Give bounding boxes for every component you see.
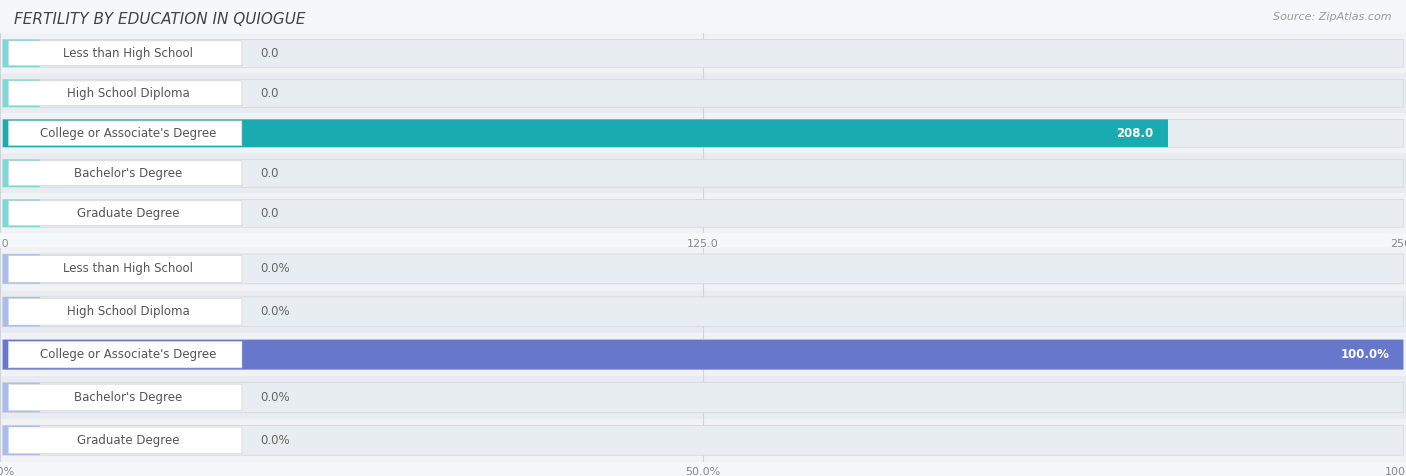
Text: Less than High School: Less than High School — [63, 47, 193, 60]
FancyBboxPatch shape — [8, 41, 242, 66]
FancyBboxPatch shape — [8, 384, 242, 411]
Text: 100.0%: 100.0% — [1340, 348, 1389, 361]
FancyBboxPatch shape — [8, 81, 242, 106]
Text: 0.0: 0.0 — [260, 207, 278, 220]
Text: College or Associate's Degree: College or Associate's Degree — [39, 127, 217, 140]
FancyBboxPatch shape — [3, 79, 39, 107]
FancyBboxPatch shape — [0, 333, 1406, 376]
FancyBboxPatch shape — [8, 298, 242, 325]
Text: College or Associate's Degree: College or Associate's Degree — [39, 348, 217, 361]
FancyBboxPatch shape — [3, 340, 1403, 369]
Text: 0.0%: 0.0% — [260, 391, 290, 404]
FancyBboxPatch shape — [3, 40, 1403, 67]
FancyBboxPatch shape — [3, 40, 39, 67]
FancyBboxPatch shape — [3, 254, 39, 284]
Text: High School Diploma: High School Diploma — [66, 305, 190, 318]
FancyBboxPatch shape — [8, 161, 242, 186]
FancyBboxPatch shape — [8, 256, 242, 282]
Text: 0.0: 0.0 — [260, 87, 278, 100]
FancyBboxPatch shape — [0, 193, 1406, 233]
FancyBboxPatch shape — [3, 159, 39, 187]
FancyBboxPatch shape — [0, 419, 1406, 462]
Text: 208.0: 208.0 — [1116, 127, 1154, 140]
FancyBboxPatch shape — [8, 341, 242, 368]
FancyBboxPatch shape — [0, 153, 1406, 193]
Text: 0.0: 0.0 — [260, 47, 278, 60]
FancyBboxPatch shape — [3, 297, 39, 327]
FancyBboxPatch shape — [3, 340, 1403, 369]
Text: 0.0%: 0.0% — [260, 434, 290, 447]
FancyBboxPatch shape — [3, 119, 1403, 147]
FancyBboxPatch shape — [0, 33, 1406, 73]
FancyBboxPatch shape — [0, 73, 1406, 113]
FancyBboxPatch shape — [0, 113, 1406, 153]
Text: FERTILITY BY EDUCATION IN QUIOGUE: FERTILITY BY EDUCATION IN QUIOGUE — [14, 12, 305, 27]
FancyBboxPatch shape — [3, 159, 1403, 187]
Text: Bachelor's Degree: Bachelor's Degree — [75, 167, 181, 180]
Text: Graduate Degree: Graduate Degree — [77, 207, 179, 220]
FancyBboxPatch shape — [3, 254, 1403, 284]
Text: Less than High School: Less than High School — [63, 262, 193, 276]
Text: 0.0: 0.0 — [260, 167, 278, 180]
Text: Bachelor's Degree: Bachelor's Degree — [75, 391, 181, 404]
FancyBboxPatch shape — [8, 121, 242, 146]
FancyBboxPatch shape — [3, 383, 39, 412]
FancyBboxPatch shape — [3, 199, 39, 227]
Text: 0.0%: 0.0% — [260, 305, 290, 318]
FancyBboxPatch shape — [3, 79, 1403, 107]
Text: Graduate Degree: Graduate Degree — [77, 434, 179, 447]
FancyBboxPatch shape — [0, 248, 1406, 290]
FancyBboxPatch shape — [8, 427, 242, 454]
FancyBboxPatch shape — [0, 290, 1406, 333]
Text: 0.0%: 0.0% — [260, 262, 290, 276]
FancyBboxPatch shape — [0, 376, 1406, 419]
Text: Source: ZipAtlas.com: Source: ZipAtlas.com — [1274, 12, 1392, 22]
FancyBboxPatch shape — [3, 383, 1403, 412]
FancyBboxPatch shape — [3, 426, 1403, 455]
Text: High School Diploma: High School Diploma — [66, 87, 190, 100]
FancyBboxPatch shape — [8, 201, 242, 226]
FancyBboxPatch shape — [3, 199, 1403, 227]
FancyBboxPatch shape — [3, 297, 1403, 327]
FancyBboxPatch shape — [3, 426, 39, 455]
FancyBboxPatch shape — [3, 119, 1168, 147]
